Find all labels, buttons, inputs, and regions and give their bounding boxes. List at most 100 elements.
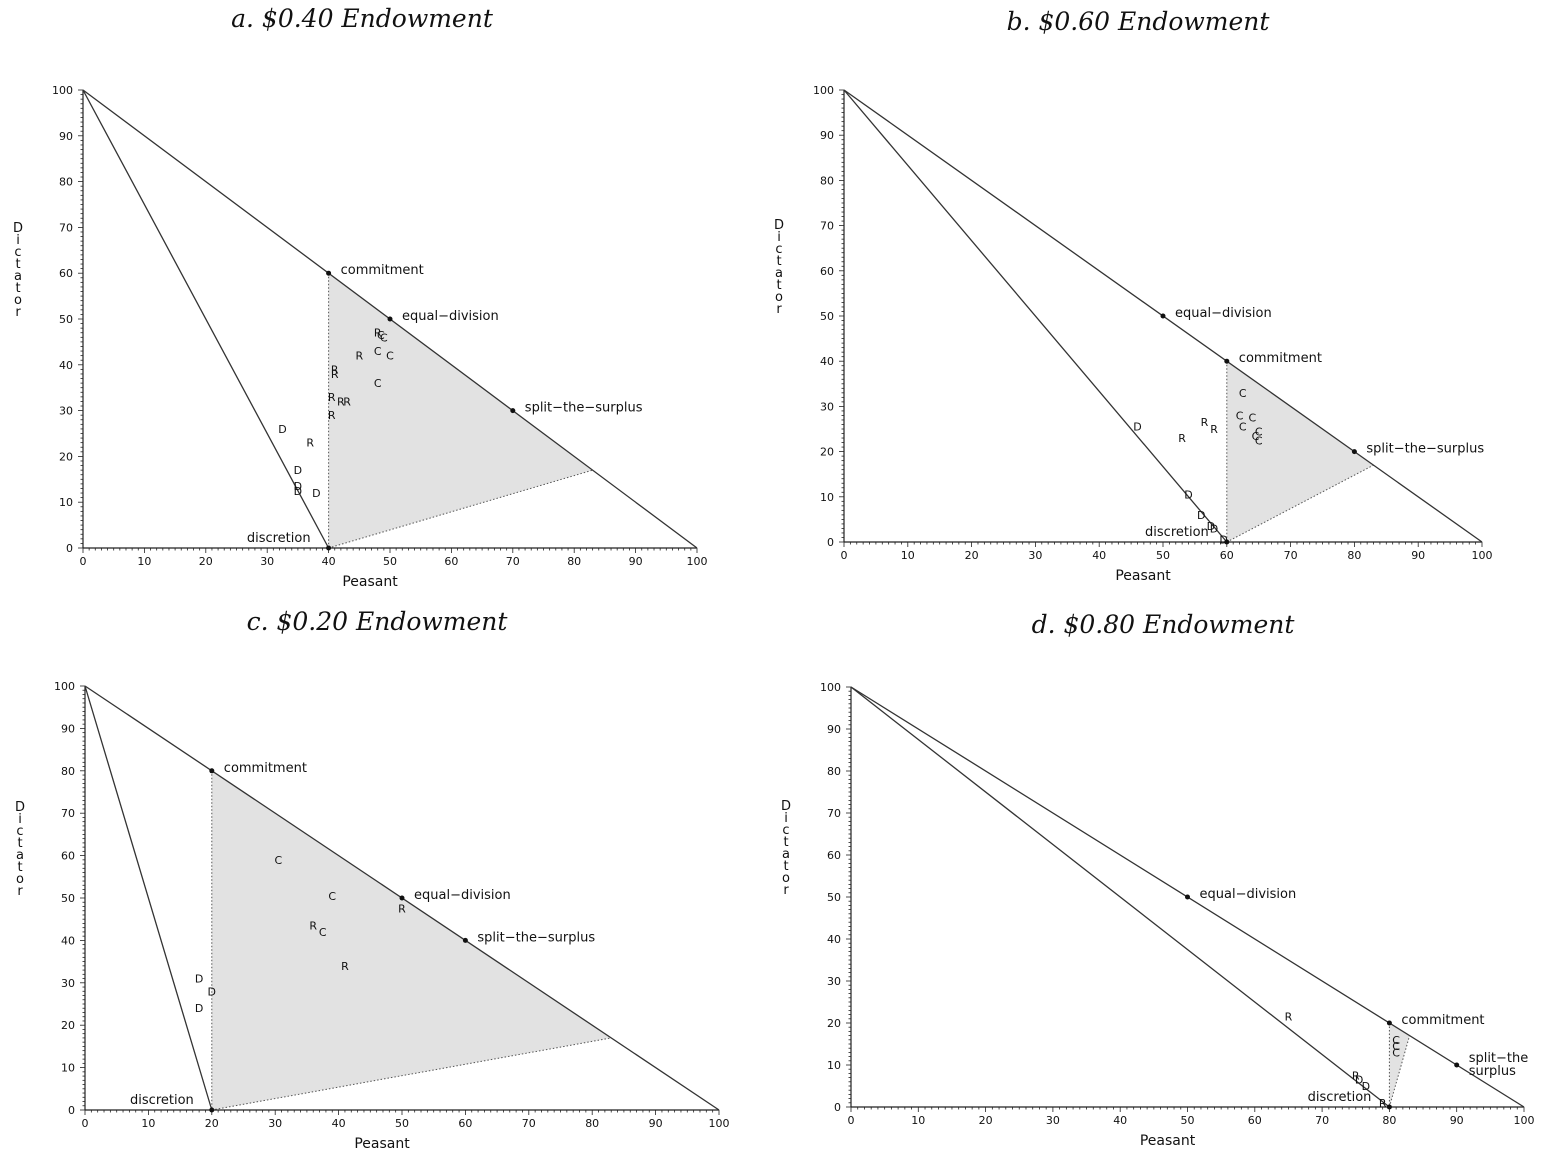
y-tick-label: 80 bbox=[820, 174, 834, 187]
point-marker-c: C bbox=[1239, 387, 1247, 400]
point-marker-c: C bbox=[1392, 1040, 1400, 1053]
x-tick-label: 0 bbox=[80, 555, 87, 568]
x-tick-label: 100 bbox=[1472, 549, 1493, 562]
annotation-label: split−the surplus bbox=[1469, 1051, 1529, 1079]
y-tick-label: 40 bbox=[59, 359, 73, 372]
annotation-dot bbox=[1224, 539, 1230, 545]
y-tick-label: 60 bbox=[827, 849, 841, 862]
point-marker-c: C bbox=[386, 350, 394, 363]
point-marker-c: C bbox=[319, 926, 327, 939]
x-tick-label: 100 bbox=[687, 555, 708, 568]
point-marker-r: R bbox=[355, 350, 363, 363]
point-marker-d: D bbox=[195, 973, 203, 986]
point-marker-d: D bbox=[1133, 421, 1141, 434]
point-marker-d: D bbox=[208, 985, 216, 998]
annotation-dot bbox=[1185, 894, 1190, 900]
x-tick-label: 70 bbox=[1315, 1114, 1329, 1127]
x-tick-label: 40 bbox=[322, 555, 336, 568]
y-tick-label: 90 bbox=[820, 129, 834, 142]
x-tick-label: 80 bbox=[1347, 549, 1361, 562]
annotation-label: commitment bbox=[1401, 1013, 1484, 1028]
y-tick-label: 80 bbox=[827, 765, 841, 778]
point-marker-r: R bbox=[331, 363, 339, 376]
x-tick-label: 90 bbox=[649, 1117, 663, 1130]
point-marker-r: R bbox=[1285, 1011, 1293, 1024]
y-tick-label: 90 bbox=[61, 722, 75, 735]
point-marker-r: R bbox=[306, 437, 314, 450]
x-tick-label: 0 bbox=[848, 1114, 855, 1127]
x-axis-label: Peasant bbox=[342, 574, 398, 590]
y-tick-label: 60 bbox=[820, 265, 834, 278]
annotation-dot bbox=[326, 545, 332, 551]
x-tick-label: 70 bbox=[522, 1117, 536, 1130]
x-axis-label: Peasant bbox=[354, 1136, 410, 1151]
y-tick-label: 80 bbox=[61, 765, 75, 778]
x-tick-label: 10 bbox=[137, 555, 151, 568]
budget-line bbox=[850, 686, 1390, 1108]
y-tick-label: 40 bbox=[61, 934, 75, 947]
y-tick-label: 30 bbox=[59, 405, 73, 418]
y-tick-label: 50 bbox=[827, 891, 841, 904]
y-tick-label: 60 bbox=[59, 267, 73, 280]
point-marker-d: D bbox=[294, 485, 302, 498]
point-marker-c: C bbox=[328, 890, 336, 903]
y-tick-label: 50 bbox=[820, 310, 834, 323]
point-marker-c: C bbox=[1392, 1034, 1400, 1047]
annotation-dot bbox=[326, 270, 332, 276]
y-axis-label: Dictator bbox=[772, 218, 787, 314]
y-tick-label: 50 bbox=[59, 313, 73, 326]
annotation-label: discretion bbox=[247, 531, 311, 546]
x-tick-label: 100 bbox=[709, 1117, 730, 1130]
x-tick-label: 90 bbox=[1450, 1114, 1464, 1127]
x-tick-label: 50 bbox=[1156, 549, 1170, 562]
annotation-dot bbox=[387, 316, 393, 322]
feasible-region bbox=[211, 770, 612, 1110]
y-tick-label: 60 bbox=[61, 850, 75, 863]
annotation-label: commitment bbox=[1239, 351, 1322, 366]
y-tick-label: 70 bbox=[827, 807, 841, 820]
x-tick-label: 90 bbox=[629, 555, 643, 568]
y-tick-label: 100 bbox=[820, 681, 841, 694]
x-tick-label: 20 bbox=[965, 549, 979, 562]
y-tick-label: 30 bbox=[61, 977, 75, 990]
feasible-region bbox=[1389, 1023, 1410, 1107]
annotation-label: equal−division bbox=[1175, 306, 1272, 321]
point-marker-r: R bbox=[1178, 432, 1186, 445]
x-tick-label: 10 bbox=[901, 549, 915, 562]
y-tick-label: 20 bbox=[827, 1017, 841, 1030]
point-marker-c: C bbox=[275, 854, 283, 867]
y-tick-label: 0 bbox=[834, 1101, 841, 1114]
y-tick-label: 100 bbox=[813, 84, 834, 97]
x-tick-label: 40 bbox=[1113, 1114, 1127, 1127]
y-tick-label: 50 bbox=[61, 892, 75, 905]
y-tick-label: 10 bbox=[59, 496, 73, 509]
y-tick-label: 0 bbox=[66, 542, 73, 555]
annotation-dot bbox=[209, 1107, 215, 1113]
point-marker-d: D bbox=[1197, 509, 1205, 522]
x-tick-label: 0 bbox=[841, 549, 848, 562]
x-tick-label: 90 bbox=[1411, 549, 1425, 562]
y-tick-label: 100 bbox=[54, 680, 75, 693]
annotation-label: commitment bbox=[341, 263, 424, 278]
point-marker-c: C bbox=[377, 329, 385, 342]
annotation-dot bbox=[510, 408, 516, 414]
annotation-label: equal−division bbox=[1200, 887, 1297, 902]
region-edge-lower bbox=[211, 1037, 612, 1111]
x-tick-label: 50 bbox=[383, 555, 397, 568]
point-marker-r: R bbox=[1210, 423, 1218, 436]
point-marker-d: D bbox=[1184, 489, 1192, 502]
annotation-label: discretion bbox=[130, 1093, 194, 1108]
x-tick-label: 80 bbox=[585, 1117, 599, 1130]
region-edge-lower bbox=[328, 469, 593, 549]
x-tick-label: 80 bbox=[567, 555, 581, 568]
point-marker-d: D bbox=[294, 464, 302, 477]
point-marker-c: C bbox=[1248, 412, 1256, 425]
y-tick-label: 30 bbox=[827, 975, 841, 988]
point-marker-r: R bbox=[398, 903, 406, 916]
point-marker-d: D bbox=[294, 480, 302, 493]
